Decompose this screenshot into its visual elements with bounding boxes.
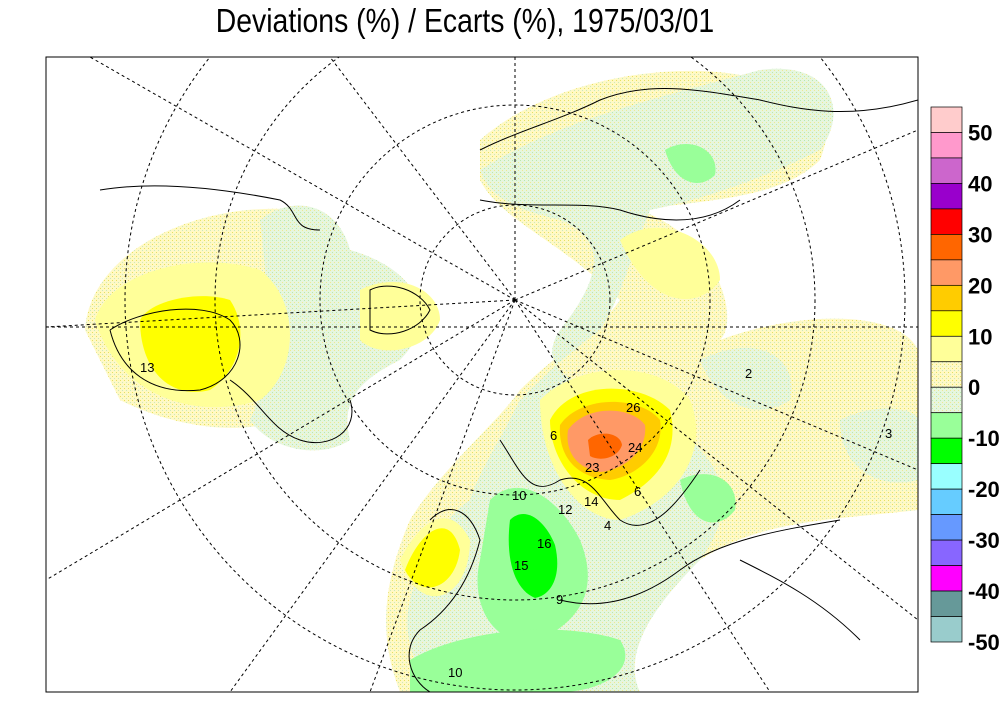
coastlines: [99, 88, 918, 692]
field-minus5-0: [700, 347, 792, 410]
station-value: 10: [512, 488, 526, 503]
legend-swatch: [930, 259, 963, 286]
legend-label: 10: [968, 324, 992, 349]
legend-swatch: [930, 514, 963, 541]
station-value: 6: [550, 428, 557, 443]
legend-swatch: [930, 386, 963, 414]
station-value: 24: [628, 440, 642, 455]
legend-label: 30: [968, 222, 992, 247]
legend-label: 50: [968, 120, 992, 145]
field-minus10-minus5: [680, 474, 736, 523]
map-title: Deviations (%) / Ecarts (%), 1975/03/01: [215, 2, 715, 39]
legend-swatch: [930, 335, 963, 363]
field-minus10-minus5: [410, 629, 626, 692]
legend-label: -30: [968, 528, 1000, 553]
field-25-30: [588, 433, 622, 459]
legend-swatch: [930, 234, 963, 261]
legend-label: 0: [968, 375, 980, 400]
legend-swatch: [930, 590, 963, 617]
legend-label: -50: [968, 630, 1000, 655]
station-values: 13 2 3 6 26 23 24 16 15 14 12 10 9 6 4 1…: [140, 360, 892, 680]
legend-swatch: [930, 488, 963, 515]
field-minus15-minus10: [508, 514, 558, 598]
field-minus10-minus5: [665, 144, 716, 183]
legend-swatch: [930, 565, 963, 592]
contour-fields: [85, 68, 918, 692]
legend-swatch: [930, 157, 963, 184]
legend-label: 40: [968, 171, 992, 196]
field-minus5-0: [250, 205, 421, 451]
legend-swatch: [930, 361, 963, 388]
legend-swatch: [930, 284, 963, 312]
field-5-10: [360, 281, 440, 351]
legend-swatch: [930, 106, 963, 133]
field-minus5-0: [840, 408, 918, 483]
legend-swatch: [930, 539, 963, 566]
station-value: 13: [140, 360, 154, 375]
station-value: 26: [626, 400, 640, 415]
color-legend: 50 40 30 20 10 0 -10 -20 -30 -40 -50: [930, 106, 1000, 655]
map-frame: [45, 56, 919, 693]
station-value: 3: [885, 426, 892, 441]
graticule: [46, 57, 918, 692]
legend-swatch: [930, 463, 963, 490]
legend-swatch: [930, 616, 963, 643]
station-value: 6: [634, 484, 641, 499]
station-value: 14: [584, 494, 598, 509]
station-value: 10: [448, 665, 462, 680]
station-value: 9: [556, 592, 563, 607]
legend-swatch: [930, 132, 963, 159]
field-10-15: [405, 528, 460, 588]
station-value: 15: [514, 558, 528, 573]
station-value: 12: [558, 502, 572, 517]
legend-swatch: [930, 183, 963, 210]
legend-label: -10: [968, 426, 1000, 451]
legend-swatch: [930, 437, 963, 465]
legend-label: -40: [968, 579, 1000, 604]
station-value: 23: [585, 460, 599, 475]
legend-swatch: [930, 412, 963, 439]
legend-label: 20: [968, 273, 992, 298]
station-value: 16: [537, 536, 551, 551]
legend-label: -20: [968, 477, 1000, 502]
station-value: 2: [745, 366, 752, 381]
legend-swatch: [930, 310, 963, 337]
station-value: 4: [604, 518, 611, 533]
legend-swatch: [930, 208, 963, 235]
